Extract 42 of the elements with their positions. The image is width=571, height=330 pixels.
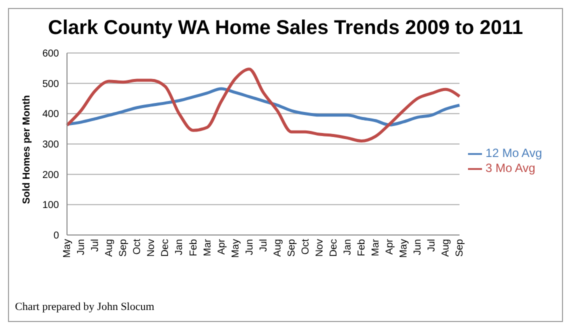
x-tick-label: Dec — [160, 239, 172, 257]
x-tick-label: Aug — [272, 239, 284, 257]
x-tick-label: May — [398, 239, 410, 258]
x-tick-label: Mar — [370, 238, 382, 256]
x-tick-label: Feb — [188, 238, 200, 256]
y-tick-label: 300 — [42, 140, 60, 151]
y-tick-label: 0 — [53, 230, 60, 242]
x-tick-label: Apr — [216, 238, 228, 255]
x-tick-label: Nov — [146, 239, 158, 257]
chart-title: Clark County WA Home Sales Trends 2009 to 2011 — [47, 16, 524, 41]
y-axis-title: Sold Homes per Month — [22, 95, 33, 204]
x-tick-label: Jan — [174, 239, 186, 256]
x-tick-label: Aug — [440, 239, 452, 257]
x-tick-label: Feb — [356, 238, 368, 256]
x-tick-label: Sep — [118, 238, 130, 257]
y-tick-label: 600 — [42, 48, 60, 60]
x-tick-label: Jul — [426, 239, 438, 252]
x-tick-label: Jun — [412, 239, 424, 256]
y-tick-label: 400 — [42, 109, 60, 120]
line-series — [66, 68, 462, 142]
x-tick-label: Sep — [286, 238, 298, 257]
x-tick-label: Jun — [244, 239, 256, 256]
legend-label: 3 Mo Avg — [486, 161, 536, 175]
x-tick-label: Apr — [384, 238, 396, 255]
x-tick-label: Jun — [76, 239, 88, 256]
x-tick-label: Mar — [202, 238, 214, 256]
y-tick-label: 100 — [42, 200, 60, 212]
x-tick-label: Dec — [328, 239, 340, 257]
y-tick-label: 200 — [42, 170, 60, 181]
x-tick-label: Jul — [90, 239, 102, 252]
text: Chart prepared by John Slocum — [15, 301, 154, 313]
x-tick-label: May — [62, 239, 74, 258]
x-tick-label: Nov — [314, 239, 326, 257]
x-tick-label: May — [230, 239, 242, 258]
x-tick-label: Jul — [258, 239, 270, 252]
x-tick-label: Jan — [342, 239, 354, 256]
x-tick-label: Oct — [300, 238, 312, 255]
x-tick-label: Sep — [454, 238, 466, 257]
legend-label: 12 Mo Avg — [486, 146, 542, 160]
x-tick-label: Oct — [132, 238, 144, 255]
x-tick-label: Aug — [104, 239, 116, 257]
y-tick-label: 500 — [42, 78, 60, 90]
